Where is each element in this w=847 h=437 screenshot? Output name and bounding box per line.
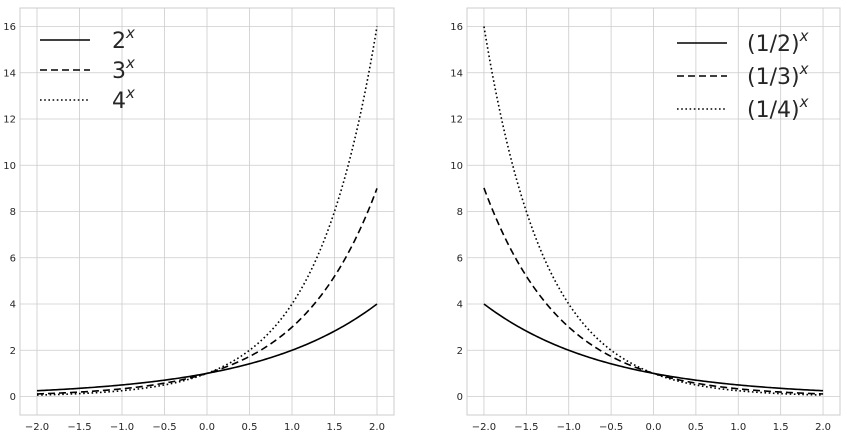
legend-exponent: x <box>125 24 135 42</box>
legend-base: 4 <box>112 89 126 114</box>
left-legend-label: 3x <box>112 54 135 84</box>
legend-exponent: x <box>799 93 809 111</box>
right-x-tick-label: −2.0 <box>472 422 496 433</box>
left-y-tick-label: 0 <box>10 392 16 403</box>
right-y-tick-label: 14 <box>450 68 463 79</box>
right-x-tick-label: −0.5 <box>599 422 623 433</box>
left-y-tick-label: 12 <box>3 115 16 126</box>
right-y-tick-label: 4 <box>457 300 463 311</box>
left-x-tick-label: 0.5 <box>242 422 258 433</box>
left-x-tick-label: 1.5 <box>327 422 343 433</box>
right-axes-frame <box>466 7 841 416</box>
right-x-tick-label: 0.5 <box>688 422 704 433</box>
legend-base: (1/3) <box>747 65 800 90</box>
left-legend-label: 2x <box>112 24 135 54</box>
left-x-tick-label: −1.0 <box>110 422 134 433</box>
left-axes-frame <box>19 7 395 416</box>
left-legend-label: 4x <box>112 84 135 114</box>
right-legend-label: (1/4)x <box>747 93 809 123</box>
right-y-tick-label: 12 <box>450 115 463 126</box>
left-x-tick-label: 0.0 <box>199 422 215 433</box>
left-x-tick-label: −1.5 <box>67 422 91 433</box>
left-y-tick-label: 6 <box>10 253 16 264</box>
left-x-tick-label: −0.5 <box>152 422 176 433</box>
legend-exponent: x <box>125 84 135 102</box>
right-y-tick-label: 16 <box>450 22 463 33</box>
right-y-tick-label: 10 <box>450 161 463 172</box>
right-y-tick-label: 0 <box>457 392 463 403</box>
right-x-tick-label: 1.0 <box>730 422 746 433</box>
right-x-tick-label: 1.5 <box>773 422 789 433</box>
right-x-tick-label: −1.5 <box>514 422 538 433</box>
legend-exponent: x <box>125 54 135 72</box>
left-y-tick-label: 4 <box>10 300 16 311</box>
left-y-tick-label: 2 <box>10 346 16 357</box>
left-chart: −2.0 −1.5 −1.0 −0.5 0.0 0.5 1.0 1.5 2.0 0 2 4 6 8 10 12… <box>3 7 395 433</box>
left-x-tick-label: 2.0 <box>369 422 385 433</box>
left-y-tick-label: 16 <box>3 22 16 33</box>
legend-base: (1/2) <box>747 32 800 57</box>
right-x-tick-label: −1.0 <box>557 422 581 433</box>
left-y-tick-label: 14 <box>3 68 16 79</box>
right-legend-label: (1/3)x <box>747 60 809 90</box>
right-series-dashed-line <box>483 187 824 395</box>
right-y-tick-label: 2 <box>457 346 463 357</box>
legend-base: 3 <box>112 59 126 84</box>
left-x-tick-label: 1.0 <box>284 422 300 433</box>
legend-exponent: x <box>799 27 809 45</box>
left-x-tick-label: −2.0 <box>25 422 49 433</box>
left-series-dotted-line <box>36 26 378 396</box>
left-y-tick-label: 10 <box>3 161 16 172</box>
left-series-dashed-line <box>36 188 378 395</box>
right-y-tick-label: 8 <box>457 207 463 218</box>
right-x-tick-label: 0.0 <box>646 422 662 433</box>
right-series-dotted-line <box>483 26 824 396</box>
right-legend-label: (1/2)x <box>747 27 809 57</box>
right-x-tick-label: 2.0 <box>815 422 831 433</box>
legend-base: (1/4) <box>747 98 800 123</box>
left-y-tick-label: 8 <box>10 207 16 218</box>
right-chart: −2.0 −1.5 −1.0 −0.5 0.0 0.5 1.0 1.5 2.0 0 2 4 6 8 10 12… <box>450 7 841 433</box>
legend-exponent: x <box>799 60 809 78</box>
right-y-tick-label: 6 <box>457 253 463 264</box>
legend-base: 2 <box>112 29 126 54</box>
